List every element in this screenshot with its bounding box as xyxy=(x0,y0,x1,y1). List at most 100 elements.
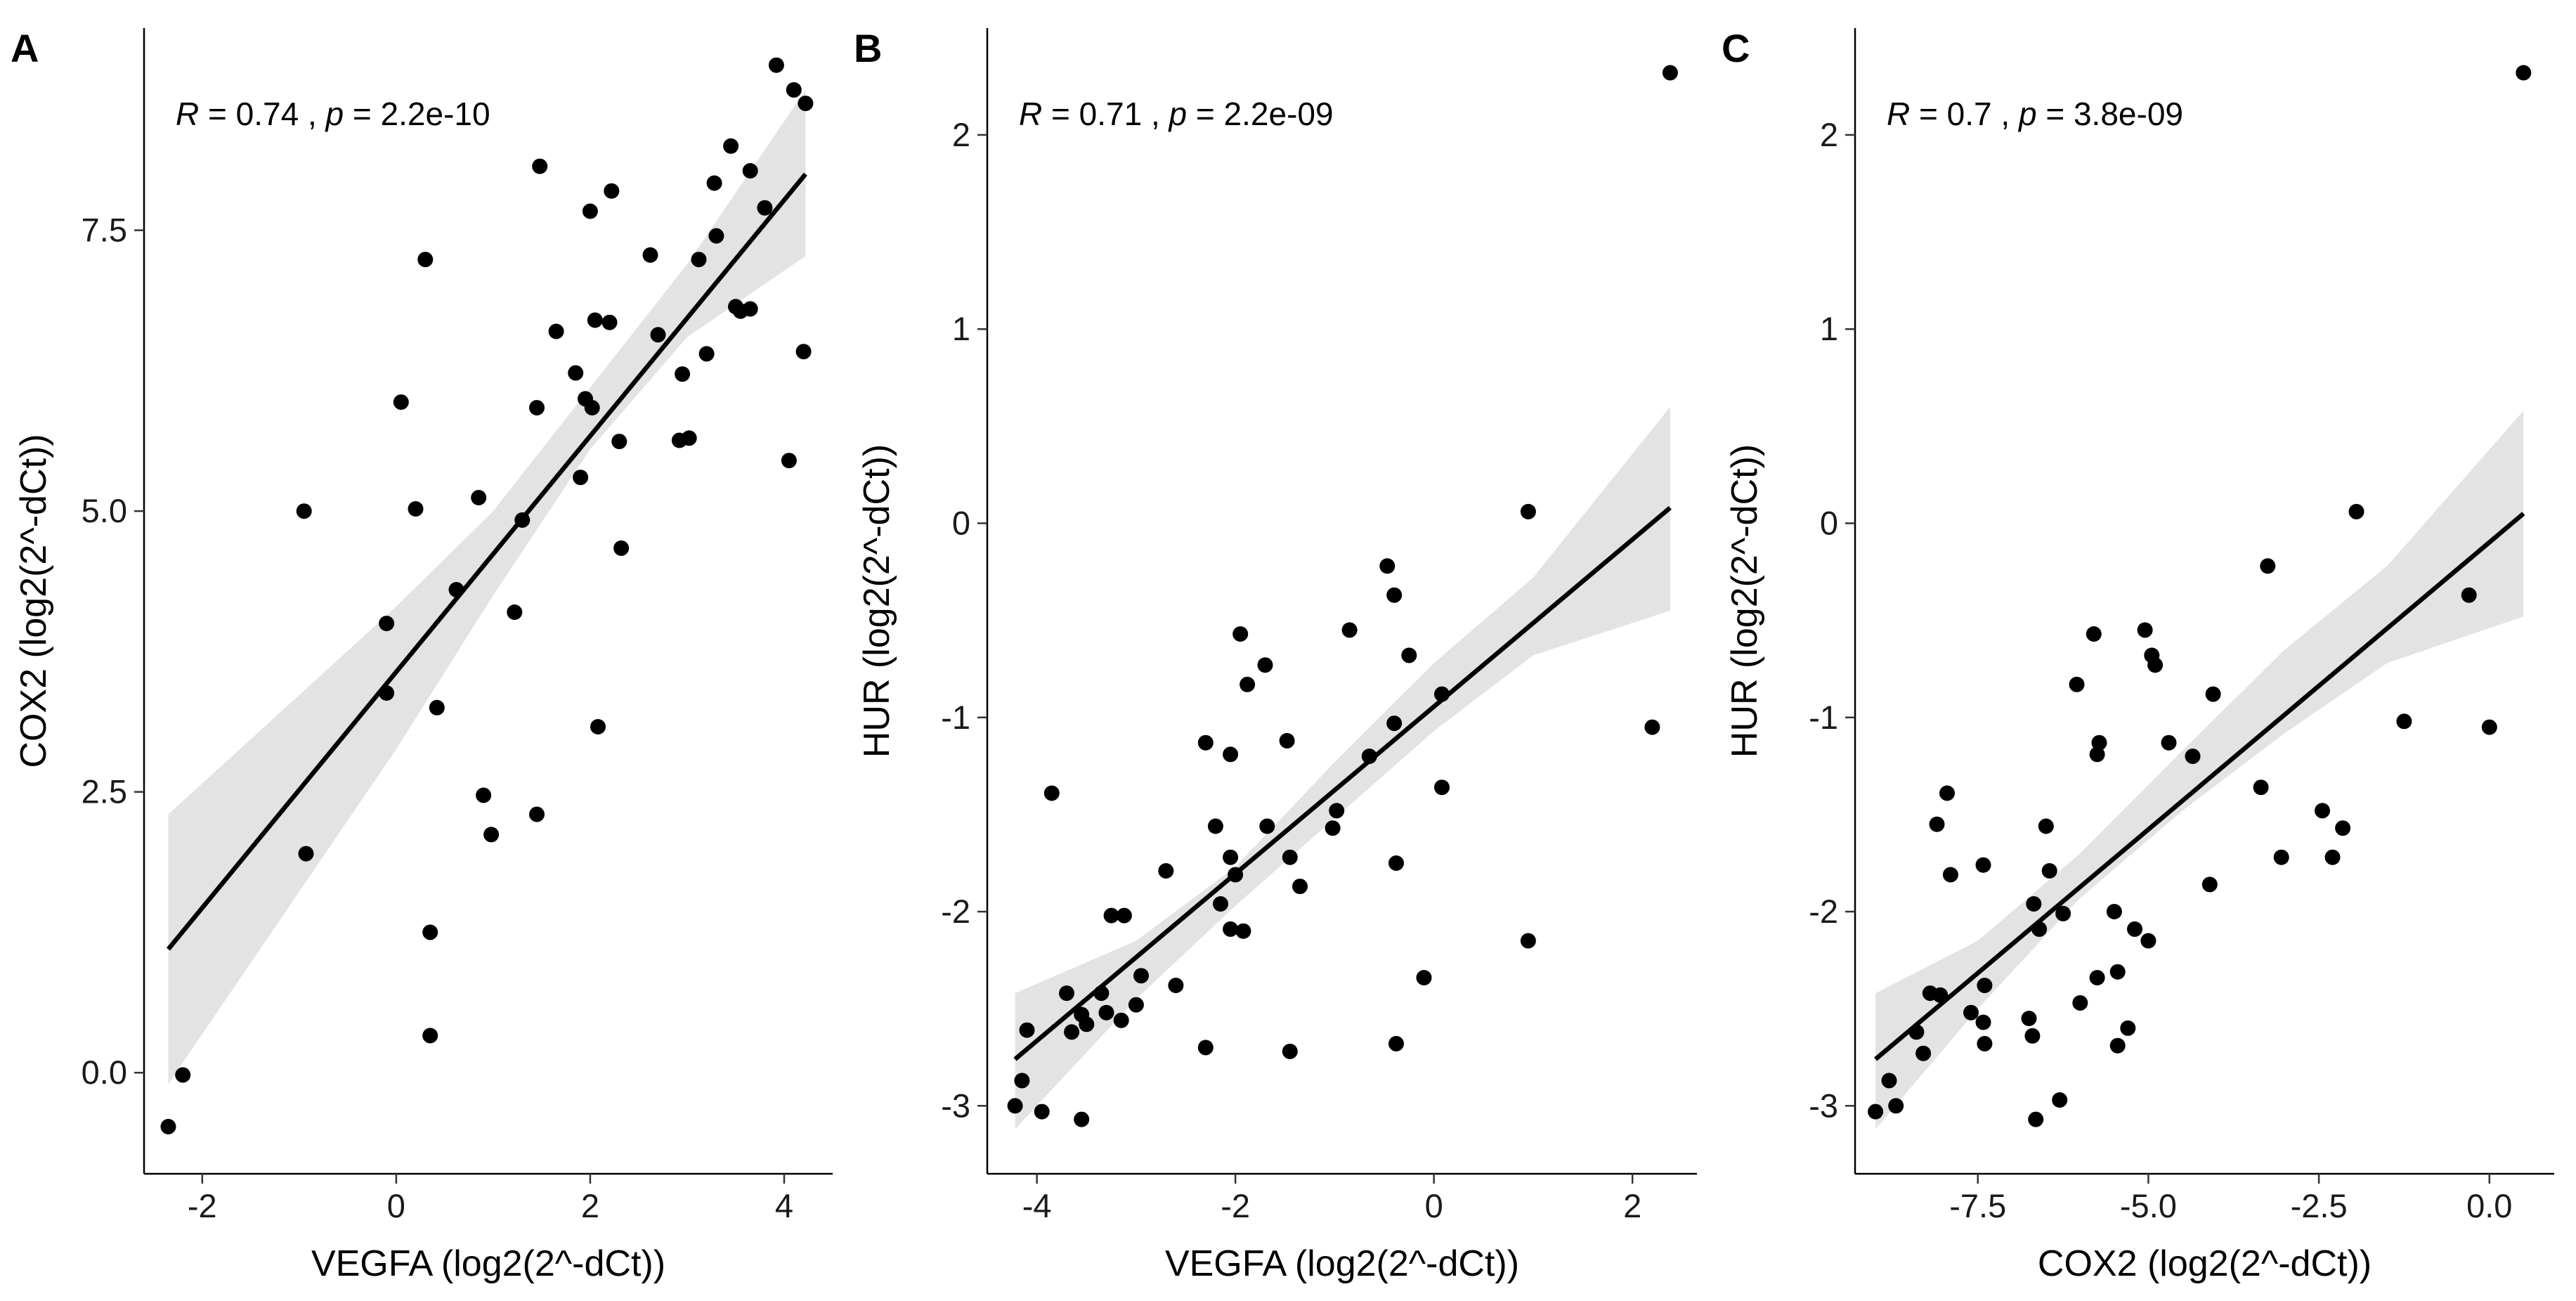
point-a-28 xyxy=(590,719,606,734)
y-tick-label-b-0: -3 xyxy=(941,1087,970,1124)
point-a-51 xyxy=(795,344,812,360)
point-b-40 xyxy=(1379,558,1396,574)
point-a-26 xyxy=(584,400,600,416)
point-a-41 xyxy=(708,228,724,244)
point-b-36 xyxy=(1325,820,1341,836)
x-tick-label-a-2: 2 xyxy=(581,1187,599,1224)
point-c-17 xyxy=(2026,896,2042,912)
point-c-44 xyxy=(2260,558,2276,574)
point-a-39 xyxy=(698,346,715,362)
p-value-c: = 3.8e-09 xyxy=(2037,96,2183,132)
point-a-29 xyxy=(601,314,618,330)
p-symbol-a: p xyxy=(325,96,344,132)
point-c-10 xyxy=(1963,1004,1979,1021)
panel-c: -7.5 -5.0 -2.5 0.0 -3 -2 -1 0 1 2 COX2 (log2(2^-dC… xyxy=(1722,26,2554,1284)
point-a-37 xyxy=(681,430,697,446)
point-a-34 xyxy=(650,327,666,343)
point-b-30 xyxy=(1257,657,1273,673)
x-tick-label-b-2: 0 xyxy=(1425,1187,1443,1224)
correlation-annotation-b: R = 0.71 , p = 2.2e-09 xyxy=(1019,96,1334,132)
point-b-13 xyxy=(1113,1012,1129,1028)
point-b-45 xyxy=(1401,647,1417,664)
y-tick-label-c-0: -3 xyxy=(1809,1087,1838,1124)
y-tick-label-c-4: 1 xyxy=(1820,310,1838,347)
panel-label-b: B xyxy=(854,26,882,70)
point-c-46 xyxy=(2315,803,2330,819)
point-a-21 xyxy=(548,323,564,339)
regression-line-c xyxy=(1874,512,2525,1061)
point-b-3 xyxy=(1034,1103,1050,1120)
point-a-38 xyxy=(691,252,707,268)
x-tick-label-a-3: 4 xyxy=(775,1187,793,1224)
point-b-22 xyxy=(1213,896,1228,912)
point-a-13 xyxy=(471,490,487,505)
point-b-34 xyxy=(1282,849,1298,865)
y-tick-label-a-2: 5.0 xyxy=(82,492,127,529)
point-c-33 xyxy=(2120,1020,2136,1036)
point-b-50 xyxy=(1520,933,1536,949)
y-axis-title-a: COX2 (log2(2^-dCt)) xyxy=(13,434,54,768)
point-b-41 xyxy=(1386,587,1403,603)
points-a xyxy=(160,57,814,1134)
point-c-32 xyxy=(2109,1037,2126,1054)
point-c-6 xyxy=(1929,816,1945,832)
point-b-38 xyxy=(1341,622,1358,638)
point-a-52 xyxy=(798,96,814,112)
point-a-3 xyxy=(298,846,314,862)
point-b-29 xyxy=(1240,676,1256,692)
y-tick-label-b-3: 0 xyxy=(952,504,970,541)
point-c-50 xyxy=(2396,713,2412,730)
point-b-0 xyxy=(1007,1098,1023,1114)
confidence-band-b xyxy=(1015,406,1670,1130)
point-c-4 xyxy=(1915,1045,1932,1061)
point-b-44 xyxy=(1388,1035,1404,1051)
point-a-6 xyxy=(393,394,409,410)
correlation-annotation-c: R = 0.7 , p = 3.8e-09 xyxy=(1887,96,2183,132)
y-tick-label-b-4: 1 xyxy=(952,310,970,347)
x-tick-label-c-0: -7.5 xyxy=(1949,1187,2006,1224)
point-a-14 xyxy=(476,787,492,803)
point-a-50 xyxy=(786,82,802,98)
point-a-7 xyxy=(408,501,424,517)
y-tick-label-c-3: 0 xyxy=(1820,504,1838,541)
point-c-45 xyxy=(2273,849,2289,865)
point-a-10 xyxy=(422,1028,438,1044)
point-c-13 xyxy=(1977,1035,1993,1051)
regression-line-a xyxy=(166,172,807,951)
point-c-39 xyxy=(2161,734,2177,751)
points-c xyxy=(1868,65,2532,1127)
point-a-2 xyxy=(296,503,312,519)
point-b-24 xyxy=(1223,849,1239,865)
confidence-band-a xyxy=(168,89,806,1085)
x-axis-title-b: VEGFA (log2(2^-dCt)) xyxy=(1165,1243,1519,1284)
point-a-27 xyxy=(587,312,603,328)
r-value-b: = 0.71 , xyxy=(1042,96,1169,132)
point-a-16 xyxy=(507,604,523,620)
point-b-28 xyxy=(1235,923,1251,939)
point-b-12 xyxy=(1103,907,1119,924)
correlation-annotation-a: R = 0.74 , p = 2.2e-10 xyxy=(176,96,490,132)
panel-label-a: A xyxy=(11,26,39,70)
point-c-23 xyxy=(2055,905,2071,921)
point-b-31 xyxy=(1259,818,1275,834)
point-c-25 xyxy=(2072,995,2088,1011)
point-b-25 xyxy=(1223,921,1239,937)
point-b-32 xyxy=(1279,732,1295,749)
point-a-33 xyxy=(642,247,658,263)
point-a-1 xyxy=(175,1067,191,1083)
regression-line-b xyxy=(1013,505,1672,1061)
point-a-48 xyxy=(768,57,784,73)
point-b-17 xyxy=(1158,863,1174,879)
x-tick-label-c-1: -5.0 xyxy=(2120,1187,2177,1224)
point-c-51 xyxy=(2461,587,2477,603)
point-c-15 xyxy=(2021,1011,2037,1026)
point-b-4 xyxy=(1043,785,1060,801)
point-a-49 xyxy=(781,453,797,469)
point-c-52 xyxy=(2481,719,2497,735)
point-b-16 xyxy=(1133,968,1149,984)
point-a-8 xyxy=(417,252,434,268)
panel-b: -4 -2 0 2 -3 -2 -1 0 1 2 VEGFA (log2(2^-dCt)) HUR (… xyxy=(854,26,1697,1284)
point-b-14 xyxy=(1116,907,1132,924)
y-tick-label-c-5: 2 xyxy=(1820,116,1838,153)
point-a-4 xyxy=(379,616,395,631)
